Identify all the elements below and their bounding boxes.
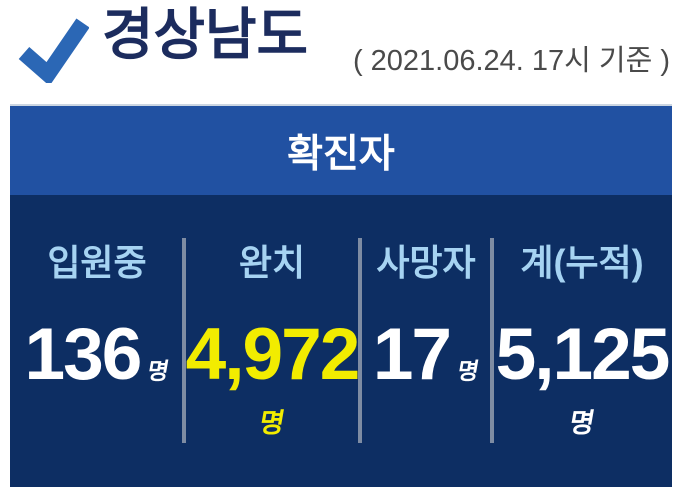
stat-value: 136 [24, 314, 143, 396]
panel-title-band: 확진자 [10, 106, 672, 195]
stat-value: 5,125 [495, 314, 671, 396]
stat-value: 4,972 [185, 314, 361, 396]
stat-deaths: 사망자 17 명 [360, 195, 492, 487]
panel-title: 확진자 [287, 132, 395, 176]
stat-hospitalized: 입원중 136 명 [10, 195, 184, 487]
column-divider [182, 238, 186, 443]
stat-value-row: 17 명 [372, 314, 482, 396]
stat-unit: 명 [256, 408, 287, 439]
panel-body: 입원중 136 명 완치 4,972 명 사망자 17 명 계(누적) 5,12… [10, 195, 672, 487]
stat-label: 사망자 [376, 242, 476, 283]
date-note: ( 2021.06.24. 17시 기준 ) [352, 45, 670, 77]
stat-unit: 명 [145, 358, 172, 385]
stat-label: 완치 [238, 242, 306, 283]
column-divider [358, 238, 362, 443]
stat-unit: 명 [455, 358, 482, 385]
page-title: 경상남도 [102, 3, 309, 66]
check-icon [17, 17, 90, 86]
header: 경상남도 ( 2021.06.24. 17시 기준 ) [0, 0, 680, 104]
stat-value: 17 [372, 314, 452, 396]
column-divider [490, 238, 494, 443]
stat-label: 계(누적) [520, 242, 644, 283]
stat-label: 입원중 [47, 242, 147, 283]
stat-cumulative-total: 계(누적) 5,125 명 [492, 195, 672, 487]
stat-unit: 명 [566, 408, 597, 439]
stats-panel: 확진자 입원중 136 명 완치 4,972 명 사망자 17 명 [10, 104, 672, 487]
stat-recovered: 완치 4,972 명 [184, 195, 361, 487]
stat-value-row: 5,125 [495, 314, 671, 396]
stat-value-row: 136 명 [24, 314, 172, 396]
stat-value-row: 4,972 [185, 314, 361, 396]
